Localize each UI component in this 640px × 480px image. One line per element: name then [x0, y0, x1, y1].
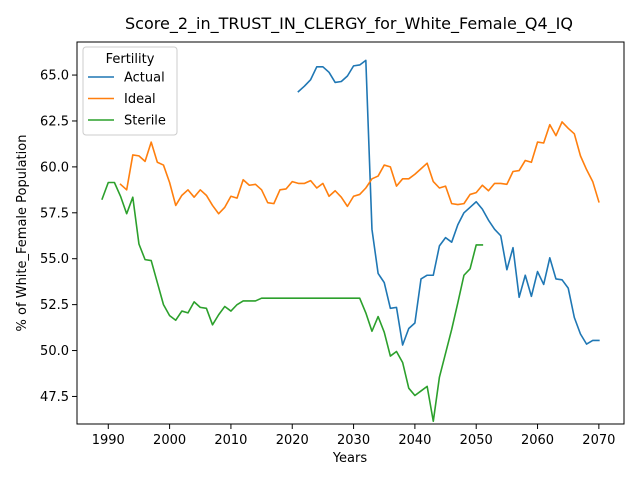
legend: Fertility Actual Ideal Sterile — [82, 46, 178, 136]
y-tick-label: 50.0 — [40, 344, 69, 359]
plot-frame — [76, 41, 625, 425]
legend-label-actual: Actual — [124, 71, 165, 86]
y-axis: 47.5 50.0 52.5 55.0 57.5 60.0 62.5 65.0 — [40, 69, 77, 405]
series-layer — [101, 59, 600, 423]
x-tick-label: 2070 — [582, 433, 615, 448]
legend-label-sterile: Sterile — [124, 114, 166, 129]
x-tick-label: 1990 — [92, 433, 125, 448]
legend-label-ideal: Ideal — [124, 92, 156, 107]
series-line-sterile — [101, 181, 484, 423]
y-tick-label: 55.0 — [40, 252, 69, 267]
series-line-actual — [297, 59, 600, 346]
x-tick-label: 2020 — [276, 433, 309, 448]
x-tick-label: 2000 — [153, 433, 186, 448]
y-tick-label: 57.5 — [40, 206, 69, 221]
y-tick-label: 62.5 — [40, 114, 69, 129]
x-tick-label: 2050 — [460, 433, 493, 448]
x-tick-label: 2040 — [398, 433, 431, 448]
legend-items: Actual Ideal Sterile — [88, 71, 166, 129]
x-axis: 1990 2000 2010 2020 2030 2040 2050 2060 2070 — [92, 424, 615, 448]
legend-title: Fertility — [106, 52, 155, 67]
x-tick-label: 2030 — [337, 433, 370, 448]
y-tick-label: 47.5 — [40, 390, 69, 405]
y-tick-label: 60.0 — [40, 160, 69, 175]
y-tick-label: 65.0 — [40, 69, 69, 84]
x-tick-label: 2060 — [521, 433, 554, 448]
y-axis-label: % of White_Female Population — [15, 135, 30, 332]
y-tick-label: 52.5 — [40, 298, 69, 313]
chart-title: Score_2_in_TRUST_IN_CLERGY_for_White_Fem… — [125, 14, 573, 34]
x-tick-label: 2010 — [214, 433, 247, 448]
x-axis-label: Years — [332, 451, 368, 466]
legend-box — [82, 46, 178, 136]
series-line-ideal — [119, 121, 600, 215]
